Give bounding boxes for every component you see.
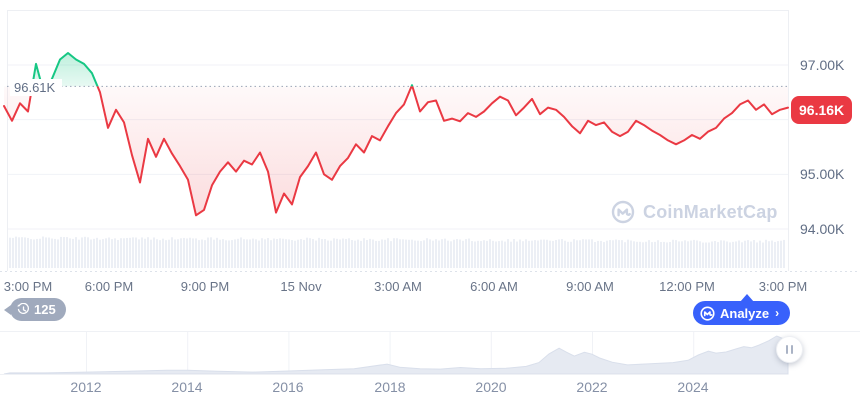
x-tick: 9:00 AM (566, 279, 614, 294)
analyze-logo-icon (700, 305, 715, 321)
x-tick: 3:00 AM (374, 279, 422, 294)
year-tick: 2014 (171, 379, 203, 395)
y-axis-label-95k: 95.00K (800, 166, 845, 182)
history-count-badge[interactable]: 125 (4, 298, 66, 321)
analyze-button[interactable]: Analyze › (693, 294, 791, 325)
x-tick: 6:00 PM (84, 279, 134, 294)
year-tick: 2012 (70, 379, 102, 395)
x-tick: 3:00 PM (3, 279, 53, 294)
baseline-price-label: 96.61K (10, 79, 63, 96)
chevron-right-icon: › (775, 306, 780, 320)
year-tick: 2020 (475, 379, 507, 395)
y-axis-label-97k: 97.00K (800, 57, 845, 73)
timeline-scrubber[interactable] (0, 331, 860, 377)
history-count-label: 125 (34, 302, 56, 317)
pause-bars-icon (786, 345, 788, 354)
coinmarketcap-watermark: CoinMarketCap (611, 200, 778, 224)
x-tick: 9:00 PM (180, 279, 230, 294)
analyze-label: Analyze (720, 305, 770, 321)
year-tick: 2016 (272, 379, 304, 395)
y-axis-label-94k: 94.00K (800, 221, 845, 237)
current-price-badge: 96.16K (791, 96, 853, 124)
pause-bars-icon (791, 345, 793, 354)
x-tick: 12:00 PM (659, 279, 715, 294)
scrubber-handle[interactable] (776, 336, 803, 363)
watermark-label: CoinMarketCap (643, 201, 778, 222)
year-tick: 2024 (677, 379, 709, 395)
x-tick: 6:00 AM (470, 279, 518, 294)
x-tick: 15 Nov (280, 279, 322, 294)
price-chart[interactable] (0, 0, 860, 276)
year-tick: 2018 (374, 379, 406, 395)
coinmarketcap-logo-icon (611, 200, 635, 224)
year-tick: 2022 (576, 379, 608, 395)
history-clock-icon (17, 303, 30, 314)
x-tick: 3:00 PM (758, 279, 808, 294)
